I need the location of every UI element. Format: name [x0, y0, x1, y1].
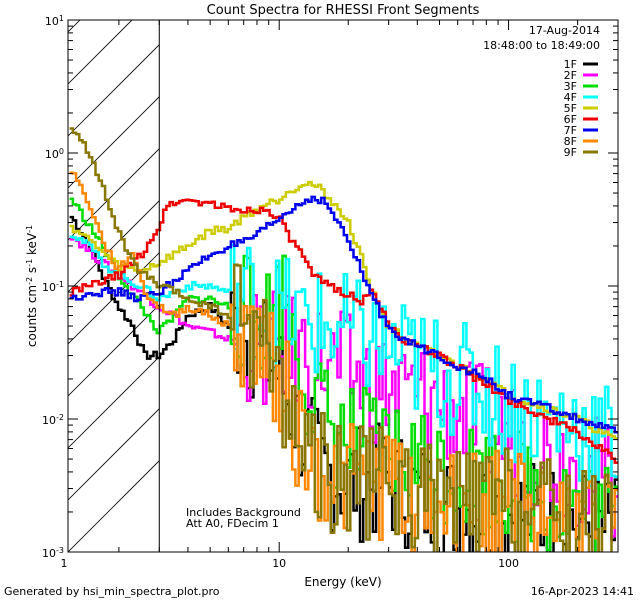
- legend-label-7F: 7F: [564, 124, 577, 137]
- y-tick-label: 10-1: [42, 280, 64, 295]
- annotation-background: Includes Background: [186, 506, 301, 519]
- data-series: [69, 127, 618, 552]
- x-tick-label: 1: [61, 557, 68, 570]
- x-axis-label: Energy (keV): [304, 575, 381, 589]
- legend-label-8F: 8F: [564, 135, 577, 148]
- legend-label-4F: 4F: [564, 91, 577, 104]
- date-label: 17-Aug-2014: [529, 24, 600, 37]
- y-tick-label: 101: [45, 14, 64, 29]
- y-axis-label: counts cm-2 s-1 keV-1: [25, 225, 40, 347]
- chart-title: Count Spectra for RHESSI Front Segments: [207, 3, 480, 18]
- x-tick-label: 100: [498, 557, 519, 570]
- series-4F: [69, 235, 618, 488]
- legend-label-6F: 6F: [564, 113, 577, 126]
- series-6F: [69, 198, 618, 464]
- hatch-line: [68, 304, 160, 397]
- x-axis: 1 10 100: [61, 20, 619, 570]
- footer-generated: Generated by hsi_min_spectra_plot.pro: [4, 585, 220, 598]
- annotation-attenuator: Att A0, FDecim 1: [186, 517, 279, 530]
- y-axis: 101 100 10-1 10-2 10-3: [42, 14, 618, 561]
- legend-label-9F: 9F: [564, 146, 577, 159]
- series-7F: [69, 195, 618, 434]
- legend-label-1F: 1F: [564, 58, 577, 71]
- y-tick-label: 10-2: [42, 413, 64, 428]
- series-3F: [69, 197, 618, 552]
- y-tick-label: 10-3: [42, 546, 64, 561]
- legend-label-5F: 5F: [564, 102, 577, 115]
- time-range-label: 18:48:00 to 18:49:00: [483, 39, 600, 52]
- legend-label-3F: 3F: [564, 80, 577, 93]
- y-tick-label: 100: [45, 147, 64, 162]
- series-5F: [69, 180, 618, 440]
- x-tick-label: 10: [272, 557, 286, 570]
- footer-timestamp: 16-Apr-2023 14:41: [531, 585, 634, 598]
- legend-label-2F: 2F: [564, 69, 577, 82]
- series-9F: [69, 127, 613, 552]
